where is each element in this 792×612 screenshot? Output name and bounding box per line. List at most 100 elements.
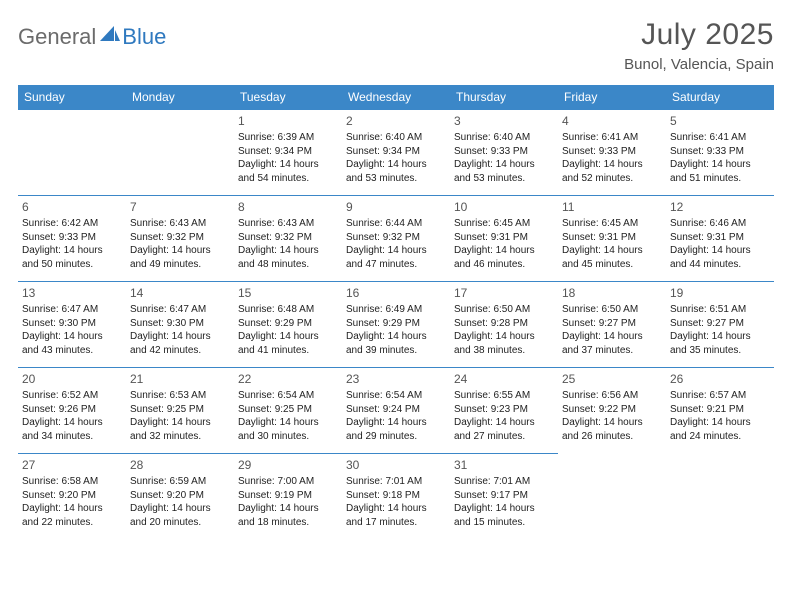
day-number: 12 xyxy=(670,199,770,215)
sunrise-text: Sunrise: 6:47 AM xyxy=(130,303,230,317)
day-number: 11 xyxy=(562,199,662,215)
weekday-header: Monday xyxy=(126,85,234,110)
sunset-text: Sunset: 9:27 PM xyxy=(562,317,662,331)
day-number: 22 xyxy=(238,371,338,387)
day-number: 4 xyxy=(562,113,662,129)
sunrise-text: Sunrise: 6:43 AM xyxy=(130,217,230,231)
daylight-text: Daylight: 14 hours and 52 minutes. xyxy=(562,158,662,185)
sunset-text: Sunset: 9:32 PM xyxy=(238,231,338,245)
day-number: 8 xyxy=(238,199,338,215)
sunset-text: Sunset: 9:33 PM xyxy=(670,145,770,159)
calendar-cell: 8Sunrise: 6:43 AMSunset: 9:32 PMDaylight… xyxy=(234,196,342,282)
calendar-cell: 30Sunrise: 7:01 AMSunset: 9:18 PMDayligh… xyxy=(342,454,450,540)
day-number: 19 xyxy=(670,285,770,301)
day-number: 21 xyxy=(130,371,230,387)
calendar-cell-empty xyxy=(558,454,666,540)
daylight-text: Daylight: 14 hours and 26 minutes. xyxy=(562,416,662,443)
daylight-text: Daylight: 14 hours and 50 minutes. xyxy=(22,244,122,271)
calendar-cell: 14Sunrise: 6:47 AMSunset: 9:30 PMDayligh… xyxy=(126,282,234,368)
calendar-cell: 11Sunrise: 6:45 AMSunset: 9:31 PMDayligh… xyxy=(558,196,666,282)
daylight-text: Daylight: 14 hours and 37 minutes. xyxy=(562,330,662,357)
calendar-week-row: 27Sunrise: 6:58 AMSunset: 9:20 PMDayligh… xyxy=(18,454,774,540)
day-number: 17 xyxy=(454,285,554,301)
daylight-text: Daylight: 14 hours and 22 minutes. xyxy=(22,502,122,529)
title-block: July 2025 Bunol, Valencia, Spain xyxy=(624,18,774,73)
sunrise-text: Sunrise: 6:48 AM xyxy=(238,303,338,317)
daylight-text: Daylight: 14 hours and 49 minutes. xyxy=(130,244,230,271)
calendar-table: SundayMondayTuesdayWednesdayThursdayFrid… xyxy=(18,85,774,540)
daylight-text: Daylight: 14 hours and 24 minutes. xyxy=(670,416,770,443)
calendar-cell: 4Sunrise: 6:41 AMSunset: 9:33 PMDaylight… xyxy=(558,110,666,196)
daylight-text: Daylight: 14 hours and 29 minutes. xyxy=(346,416,446,443)
sail-icon xyxy=(100,24,120,50)
calendar-cell: 19Sunrise: 6:51 AMSunset: 9:27 PMDayligh… xyxy=(666,282,774,368)
day-number: 24 xyxy=(454,371,554,387)
calendar-cell: 20Sunrise: 6:52 AMSunset: 9:26 PMDayligh… xyxy=(18,368,126,454)
calendar-cell: 12Sunrise: 6:46 AMSunset: 9:31 PMDayligh… xyxy=(666,196,774,282)
sunset-text: Sunset: 9:29 PM xyxy=(238,317,338,331)
calendar-week-row: 1Sunrise: 6:39 AMSunset: 9:34 PMDaylight… xyxy=(18,110,774,196)
sunrise-text: Sunrise: 6:42 AM xyxy=(22,217,122,231)
daylight-text: Daylight: 14 hours and 17 minutes. xyxy=(346,502,446,529)
sunset-text: Sunset: 9:32 PM xyxy=(130,231,230,245)
calendar-cell: 15Sunrise: 6:48 AMSunset: 9:29 PMDayligh… xyxy=(234,282,342,368)
day-number: 16 xyxy=(346,285,446,301)
calendar-cell: 7Sunrise: 6:43 AMSunset: 9:32 PMDaylight… xyxy=(126,196,234,282)
day-number: 25 xyxy=(562,371,662,387)
daylight-text: Daylight: 14 hours and 51 minutes. xyxy=(670,158,770,185)
calendar-week-row: 13Sunrise: 6:47 AMSunset: 9:30 PMDayligh… xyxy=(18,282,774,368)
calendar-cell: 5Sunrise: 6:41 AMSunset: 9:33 PMDaylight… xyxy=(666,110,774,196)
weekday-header: Tuesday xyxy=(234,85,342,110)
sunrise-text: Sunrise: 7:01 AM xyxy=(454,475,554,489)
sunset-text: Sunset: 9:33 PM xyxy=(22,231,122,245)
daylight-text: Daylight: 14 hours and 47 minutes. xyxy=(346,244,446,271)
sunset-text: Sunset: 9:26 PM xyxy=(22,403,122,417)
day-number: 18 xyxy=(562,285,662,301)
sunset-text: Sunset: 9:33 PM xyxy=(562,145,662,159)
sunrise-text: Sunrise: 6:54 AM xyxy=(238,389,338,403)
daylight-text: Daylight: 14 hours and 44 minutes. xyxy=(670,244,770,271)
sunrise-text: Sunrise: 6:40 AM xyxy=(454,131,554,145)
day-number: 15 xyxy=(238,285,338,301)
calendar-cell: 6 Sunrise: 6:42 AMSunset: 9:33 PMDaylight… xyxy=(18,196,126,282)
day-number: 31 xyxy=(454,457,554,473)
sunset-text: Sunset: 9:29 PM xyxy=(346,317,446,331)
calendar-cell-empty xyxy=(126,110,234,196)
weekday-header: Saturday xyxy=(666,85,774,110)
sunset-text: Sunset: 9:28 PM xyxy=(454,317,554,331)
sunset-text: Sunset: 9:18 PM xyxy=(346,489,446,503)
sunset-text: Sunset: 9:22 PM xyxy=(562,403,662,417)
sunset-text: Sunset: 9:24 PM xyxy=(346,403,446,417)
day-number: 30 xyxy=(346,457,446,473)
sunrise-text: Sunrise: 6:39 AM xyxy=(238,131,338,145)
sunrise-text: Sunrise: 7:00 AM xyxy=(238,475,338,489)
day-number: 1 xyxy=(238,113,338,129)
day-number: 29 xyxy=(238,457,338,473)
day-number: 3 xyxy=(454,113,554,129)
calendar-weekday-header: SundayMondayTuesdayWednesdayThursdayFrid… xyxy=(18,85,774,110)
calendar-cell: 29Sunrise: 7:00 AMSunset: 9:19 PMDayligh… xyxy=(234,454,342,540)
sunrise-text: Sunrise: 6:51 AM xyxy=(670,303,770,317)
calendar-cell: 23Sunrise: 6:54 AMSunset: 9:24 PMDayligh… xyxy=(342,368,450,454)
daylight-text: Daylight: 14 hours and 48 minutes. xyxy=(238,244,338,271)
day-number: 10 xyxy=(454,199,554,215)
sunset-text: Sunset: 9:27 PM xyxy=(670,317,770,331)
calendar-week-row: 20Sunrise: 6:52 AMSunset: 9:26 PMDayligh… xyxy=(18,368,774,454)
day-number: 6 xyxy=(22,199,122,215)
sunset-text: Sunset: 9:31 PM xyxy=(670,231,770,245)
daylight-text: Daylight: 14 hours and 27 minutes. xyxy=(454,416,554,443)
sunrise-text: Sunrise: 6:50 AM xyxy=(562,303,662,317)
sunrise-text: Sunrise: 6:57 AM xyxy=(670,389,770,403)
calendar-cell-empty xyxy=(666,454,774,540)
daylight-text: Daylight: 14 hours and 53 minutes. xyxy=(346,158,446,185)
sunrise-text: Sunrise: 6:55 AM xyxy=(454,389,554,403)
sunset-text: Sunset: 9:33 PM xyxy=(454,145,554,159)
day-number: 28 xyxy=(130,457,230,473)
daylight-text: Daylight: 14 hours and 42 minutes. xyxy=(130,330,230,357)
sunset-text: Sunset: 9:21 PM xyxy=(670,403,770,417)
sunrise-text: Sunrise: 6:59 AM xyxy=(130,475,230,489)
calendar-page: General Blue July 2025 Bunol, Valencia, … xyxy=(0,0,792,540)
calendar-cell: 9Sunrise: 6:44 AMSunset: 9:32 PMDaylight… xyxy=(342,196,450,282)
sunrise-text: Sunrise: 6:58 AM xyxy=(22,475,122,489)
calendar-cell: 31Sunrise: 7:01 AMSunset: 9:17 PMDayligh… xyxy=(450,454,558,540)
